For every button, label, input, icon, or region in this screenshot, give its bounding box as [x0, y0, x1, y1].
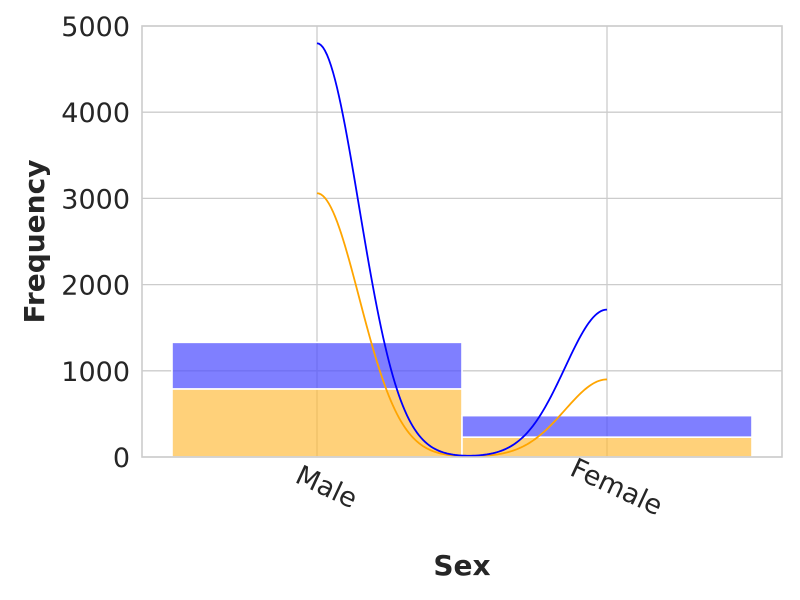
y-tick-label-5000: 5000	[61, 12, 130, 43]
x-tick-label-male: Male	[291, 460, 362, 515]
y-tick-label-1000: 1000	[61, 357, 130, 388]
bar-male-series-1	[171, 388, 463, 458]
plot-frame	[141, 25, 783, 458]
kde-curves	[316, 42, 608, 458]
bar-female-series-1	[461, 436, 753, 458]
bar-male-series-2	[171, 341, 463, 390]
bar-female-series-2	[461, 414, 753, 438]
x-tick-labels: Male Female	[291, 453, 667, 522]
y-tick-label-2000: 2000	[61, 271, 130, 302]
kde-line-series-2	[316, 42, 608, 457]
y-tick-labels: 0 1000 2000 3000 4000 5000	[61, 12, 130, 474]
y-tick-label-0: 0	[113, 443, 130, 474]
y-tick-label-3000: 3000	[61, 184, 130, 215]
y-axis-title: Frequency	[18, 160, 51, 324]
bars	[171, 341, 753, 458]
x-tick-label-female: Female	[566, 453, 668, 522]
y-tick-label-4000: 4000	[61, 98, 130, 129]
x-axis-title: Sex	[433, 549, 490, 582]
